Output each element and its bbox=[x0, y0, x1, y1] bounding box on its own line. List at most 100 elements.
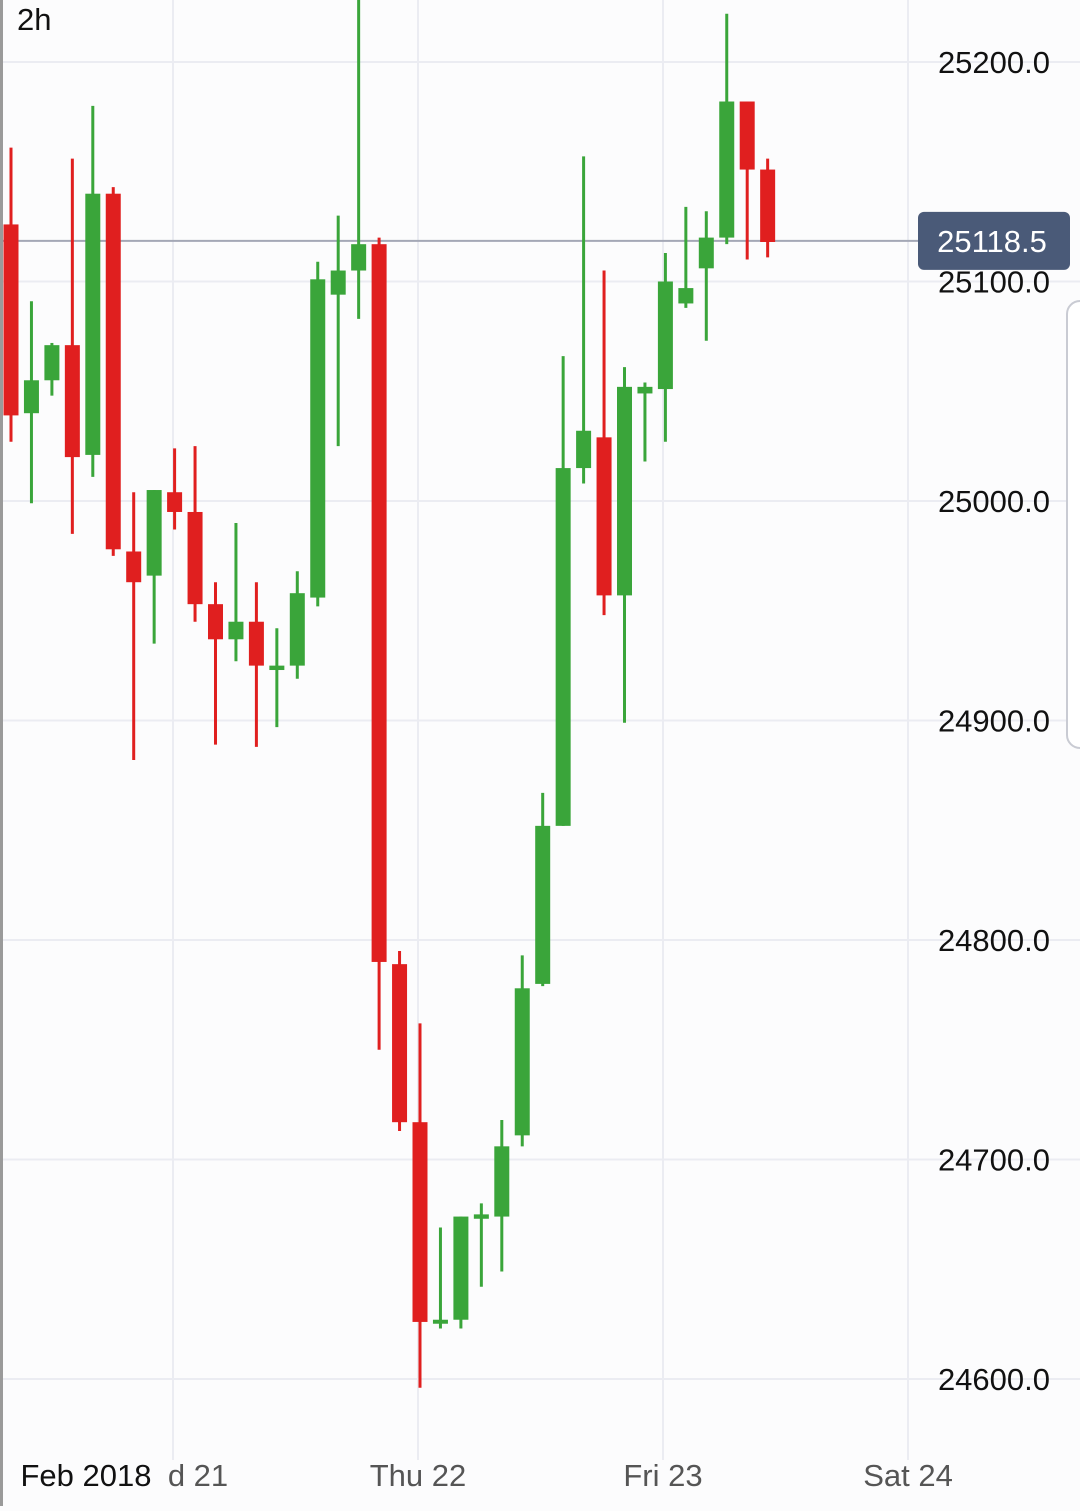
candle[interactable] bbox=[392, 950, 408, 1131]
date-label: Feb 2018 bbox=[21, 1458, 152, 1493]
candle[interactable] bbox=[64, 158, 80, 534]
candle[interactable] bbox=[105, 187, 121, 556]
candle-body-up[interactable] bbox=[432, 1319, 448, 1324]
candle[interactable] bbox=[289, 571, 305, 679]
candle[interactable] bbox=[167, 448, 183, 530]
candle[interactable] bbox=[351, 0, 367, 319]
candle[interactable] bbox=[473, 1203, 489, 1287]
candle[interactable] bbox=[535, 792, 551, 987]
candle[interactable] bbox=[269, 628, 285, 728]
date-label: Sat 24 bbox=[863, 1458, 953, 1493]
candle-body-up[interactable] bbox=[494, 1146, 510, 1217]
candle-body-up[interactable] bbox=[453, 1216, 469, 1320]
candle-body-up[interactable] bbox=[269, 665, 285, 671]
candle-body-up[interactable] bbox=[146, 490, 162, 576]
candle-body-down[interactable] bbox=[126, 551, 142, 583]
candle-body-up[interactable] bbox=[85, 193, 101, 455]
candle[interactable] bbox=[146, 490, 162, 644]
candle-body-up[interactable] bbox=[698, 237, 714, 269]
candle[interactable] bbox=[330, 215, 346, 447]
current-price-badge-layer: 25118.5 bbox=[918, 211, 1070, 270]
candle-body-down[interactable] bbox=[596, 437, 612, 596]
candle-body-up[interactable] bbox=[576, 430, 592, 469]
candle-body-up[interactable] bbox=[514, 988, 530, 1136]
candle[interactable] bbox=[494, 1119, 510, 1272]
candle-body-up[interactable] bbox=[330, 270, 346, 295]
candle[interactable] bbox=[3, 147, 19, 442]
candle-body-up[interactable] bbox=[617, 386, 632, 596]
candles[interactable] bbox=[3, 0, 776, 1388]
candle-body-up[interactable] bbox=[23, 380, 39, 414]
candle[interactable] bbox=[126, 492, 142, 761]
current-price-badge-bg bbox=[918, 211, 1070, 270]
price-tick-label: 24900.0 bbox=[938, 704, 1050, 739]
date-label: d 21 bbox=[168, 1458, 228, 1493]
candle-body-up[interactable] bbox=[678, 288, 694, 304]
candle-body-up[interactable] bbox=[473, 1214, 489, 1219]
candle-body-down[interactable] bbox=[392, 964, 408, 1123]
candle[interactable] bbox=[596, 270, 612, 616]
candle[interactable] bbox=[85, 105, 101, 477]
price-axis[interactable]: 25200.0 25100.0 25000.0 24900.0 24800.0 24700… bbox=[938, 45, 1050, 1397]
date-label: Fri 23 bbox=[623, 1458, 702, 1493]
price-tick-label: 24800.0 bbox=[938, 923, 1050, 958]
candle[interactable] bbox=[760, 158, 776, 258]
candle-body-down[interactable] bbox=[412, 1122, 428, 1322]
candle[interactable] bbox=[23, 301, 39, 504]
candle[interactable] bbox=[208, 582, 223, 745]
candle[interactable] bbox=[187, 446, 203, 622]
current-price-value: 25118.5 bbox=[937, 224, 1047, 259]
candle-body-down[interactable] bbox=[760, 169, 776, 242]
timeframe-label[interactable]: 2h bbox=[17, 2, 52, 37]
candle[interactable] bbox=[228, 522, 244, 662]
candle[interactable] bbox=[44, 342, 60, 396]
candle-body-up[interactable] bbox=[657, 281, 673, 390]
left-border bbox=[0, 0, 3, 1506]
candle[interactable] bbox=[555, 356, 571, 826]
candle-body-up[interactable] bbox=[228, 621, 244, 640]
candle[interactable] bbox=[657, 252, 673, 442]
candle-body-down[interactable] bbox=[187, 511, 203, 605]
price-tick-label: 25000.0 bbox=[938, 484, 1050, 519]
candle[interactable] bbox=[617, 367, 632, 723]
time-axis[interactable]: Feb 2018 d 21 Thu 22 Fri 23 Sat 24 bbox=[21, 1458, 953, 1493]
candle-body-down[interactable] bbox=[3, 224, 19, 416]
candle-body-up[interactable] bbox=[44, 345, 60, 381]
candle-body-down[interactable] bbox=[105, 193, 121, 550]
candle-body-down[interactable] bbox=[739, 101, 755, 170]
price-tick-label: 24700.0 bbox=[938, 1143, 1050, 1178]
candle-body-up[interactable] bbox=[351, 244, 367, 271]
candle[interactable] bbox=[432, 1227, 448, 1329]
candle-body-down[interactable] bbox=[371, 244, 387, 962]
candle[interactable] bbox=[698, 211, 714, 341]
candle[interactable] bbox=[637, 382, 653, 462]
candle[interactable] bbox=[371, 237, 387, 1050]
candle-body-up[interactable] bbox=[719, 101, 735, 238]
candle-body-up[interactable] bbox=[637, 386, 653, 394]
candle[interactable] bbox=[453, 1216, 469, 1329]
candle-body-down[interactable] bbox=[167, 492, 183, 512]
date-label: Thu 22 bbox=[370, 1458, 467, 1493]
candle-body-up[interactable] bbox=[289, 593, 305, 666]
candle[interactable] bbox=[514, 955, 530, 1147]
price-tick-label: 25100.0 bbox=[938, 265, 1050, 300]
candle[interactable] bbox=[719, 13, 735, 245]
candle[interactable] bbox=[678, 206, 694, 308]
candle[interactable] bbox=[576, 156, 592, 484]
candle-body-down[interactable] bbox=[208, 604, 223, 640]
scroll-handle[interactable] bbox=[1066, 300, 1080, 749]
candle-body-up[interactable] bbox=[310, 279, 326, 598]
candle-body-down[interactable] bbox=[64, 345, 80, 458]
candle[interactable] bbox=[248, 582, 264, 747]
candle-body-down[interactable] bbox=[248, 621, 264, 666]
candle-body-up[interactable] bbox=[535, 825, 551, 984]
price-tick-label: 25200.0 bbox=[938, 45, 1050, 80]
candle[interactable] bbox=[412, 1023, 428, 1388]
candle[interactable] bbox=[739, 101, 755, 260]
current-price-badge: 25118.5 bbox=[918, 211, 1070, 270]
candle-body-up[interactable] bbox=[555, 468, 571, 826]
candle[interactable] bbox=[310, 261, 326, 607]
price-tick-label: 24600.0 bbox=[938, 1362, 1050, 1397]
